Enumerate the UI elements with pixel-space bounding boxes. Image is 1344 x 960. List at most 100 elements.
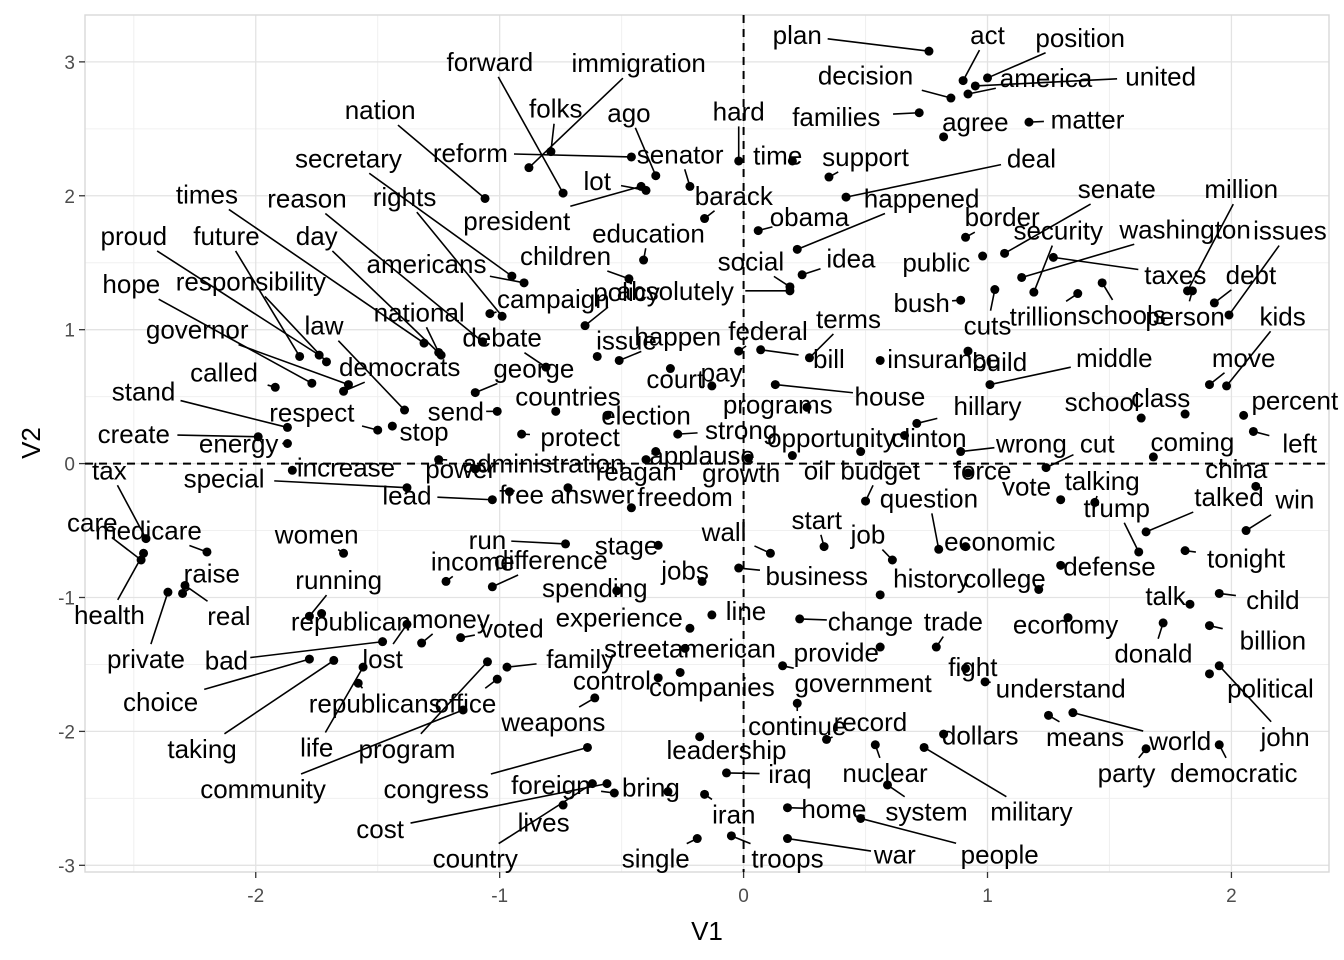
- connector-future: [234, 250, 301, 357]
- label-tonight: tonight: [1207, 544, 1286, 574]
- point-war: [782, 834, 792, 844]
- point-called: [270, 382, 280, 392]
- reference-lines: [85, 15, 1329, 872]
- label-foreign: foreign: [511, 770, 591, 800]
- label-bill: bill: [813, 344, 845, 374]
- connector-deal: [845, 163, 1002, 198]
- label-election: election: [601, 400, 691, 430]
- label-idea: idea: [826, 244, 876, 274]
- connector-position: [987, 52, 1046, 79]
- connector-military: [923, 746, 1007, 798]
- point-trillion: [1073, 289, 1083, 299]
- connector-plan: [827, 38, 930, 52]
- label-public: public: [902, 248, 970, 278]
- point-john: [1214, 661, 1224, 671]
- label-money: money: [412, 604, 490, 634]
- label-plan: plan: [773, 20, 822, 50]
- label-family: family: [546, 644, 614, 674]
- label-run: run: [469, 525, 507, 555]
- label-washington: washington: [1118, 214, 1251, 244]
- label-proud: proud: [101, 221, 168, 251]
- connector-united: [975, 78, 1118, 87]
- label-education: education: [592, 218, 705, 248]
- connector-difference: [492, 574, 519, 588]
- point-spending: [612, 586, 622, 596]
- point-trade: [931, 642, 941, 652]
- label-million: million: [1204, 174, 1278, 204]
- label-stage: stage: [595, 530, 659, 560]
- label-job: job: [850, 520, 886, 550]
- label-voted: voted: [480, 613, 544, 643]
- label-care: care: [67, 508, 118, 538]
- point-party: [1141, 744, 1151, 754]
- x-tick-label: 0: [738, 886, 749, 907]
- label-coming: coming: [1150, 427, 1234, 457]
- y-tick-label: 2: [64, 187, 75, 208]
- point-person: [1187, 286, 1197, 296]
- label-real: real: [207, 601, 250, 631]
- point-single: [692, 834, 702, 844]
- label-times: times: [176, 179, 238, 209]
- point-wall: [765, 548, 775, 558]
- point-create: [253, 432, 263, 442]
- point-hard: [734, 156, 744, 166]
- y-tick-label: -2: [58, 722, 75, 743]
- label-home: home: [801, 794, 866, 824]
- label-country: country: [433, 844, 518, 874]
- label-trump: trump: [1084, 493, 1150, 523]
- label-barack: barack: [695, 181, 774, 211]
- point-oil: [787, 451, 797, 461]
- x-tick-label: 1: [982, 886, 993, 907]
- word-labels: plan act position decision america united fami…: [67, 20, 1339, 874]
- label-troops: troops: [751, 844, 823, 874]
- label-percent: percent: [1251, 386, 1338, 416]
- connector-community: [300, 709, 464, 775]
- point-power: [470, 464, 480, 474]
- point-ago: [651, 171, 661, 181]
- connector-governor: [238, 343, 349, 386]
- connector-law: [337, 340, 406, 411]
- point-donald: [1158, 618, 1168, 628]
- label-hope: hope: [102, 269, 160, 299]
- point-deal: [841, 192, 851, 202]
- label-raise: raise: [184, 558, 240, 588]
- connector-kids: [1225, 330, 1272, 387]
- label-clinton: clinton: [891, 423, 966, 453]
- connector-care: [111, 536, 142, 561]
- label-security: security: [1013, 216, 1103, 246]
- label-send: send: [428, 396, 484, 426]
- point-freedom: [626, 503, 636, 513]
- label-community: community: [200, 774, 326, 804]
- point-means: [1043, 710, 1053, 720]
- point-percent: [1239, 410, 1249, 420]
- connector-country: [498, 782, 593, 845]
- label-called: called: [190, 358, 258, 388]
- connector-choice: [203, 658, 310, 691]
- point-pay: [707, 381, 717, 391]
- connector-life: [324, 666, 364, 733]
- label-health: health: [74, 600, 145, 630]
- label-deal: deal: [1007, 143, 1056, 173]
- connector-people: [860, 817, 957, 845]
- connector-policy: [584, 306, 609, 327]
- label-jobs: jobs: [660, 556, 709, 586]
- label-free: free: [499, 479, 544, 509]
- connector-cost: [410, 782, 608, 824]
- point-left: [1248, 426, 1258, 436]
- point-debate: [541, 362, 551, 372]
- label-tax: tax: [92, 455, 127, 485]
- point-bad: [378, 637, 388, 647]
- label-provide: provide: [794, 637, 879, 667]
- label-military: military: [990, 797, 1072, 827]
- point-times: [419, 338, 429, 348]
- y-tick-label: -3: [58, 856, 75, 877]
- label-talking: talking: [1065, 466, 1140, 496]
- label-school: school: [1065, 387, 1140, 417]
- point-law: [400, 405, 410, 415]
- point-dollars: [939, 729, 949, 739]
- label-governor: governor: [146, 315, 249, 345]
- label-debate: debate: [462, 323, 542, 353]
- label-start: start: [791, 505, 842, 535]
- label-folks: folks: [529, 94, 582, 124]
- label-special: special: [184, 463, 265, 493]
